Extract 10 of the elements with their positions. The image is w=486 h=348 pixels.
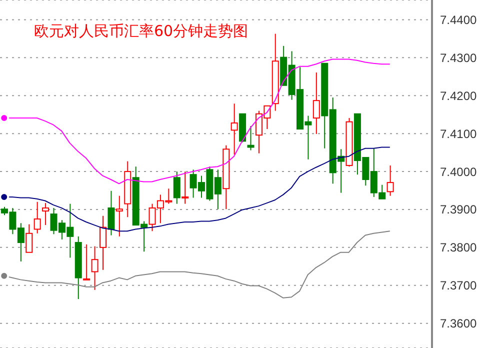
y-tick-label: 7.3700 — [440, 278, 478, 293]
y-tick-label: 7.3900 — [440, 202, 478, 217]
text: 欧元对人民币汇率60分钟走势图 — [34, 22, 248, 41]
y-tick-label: 7.4400 — [440, 12, 478, 27]
y-tick-label: 7.4100 — [440, 126, 478, 141]
y-tick-label: 7.4000 — [440, 164, 478, 179]
y-tick-label: 7.4200 — [440, 88, 478, 103]
y-tick-label: 7.3800 — [440, 240, 478, 255]
y-tick-label: 7.3600 — [440, 316, 478, 331]
y-tick-label: 7.4300 — [440, 50, 478, 65]
